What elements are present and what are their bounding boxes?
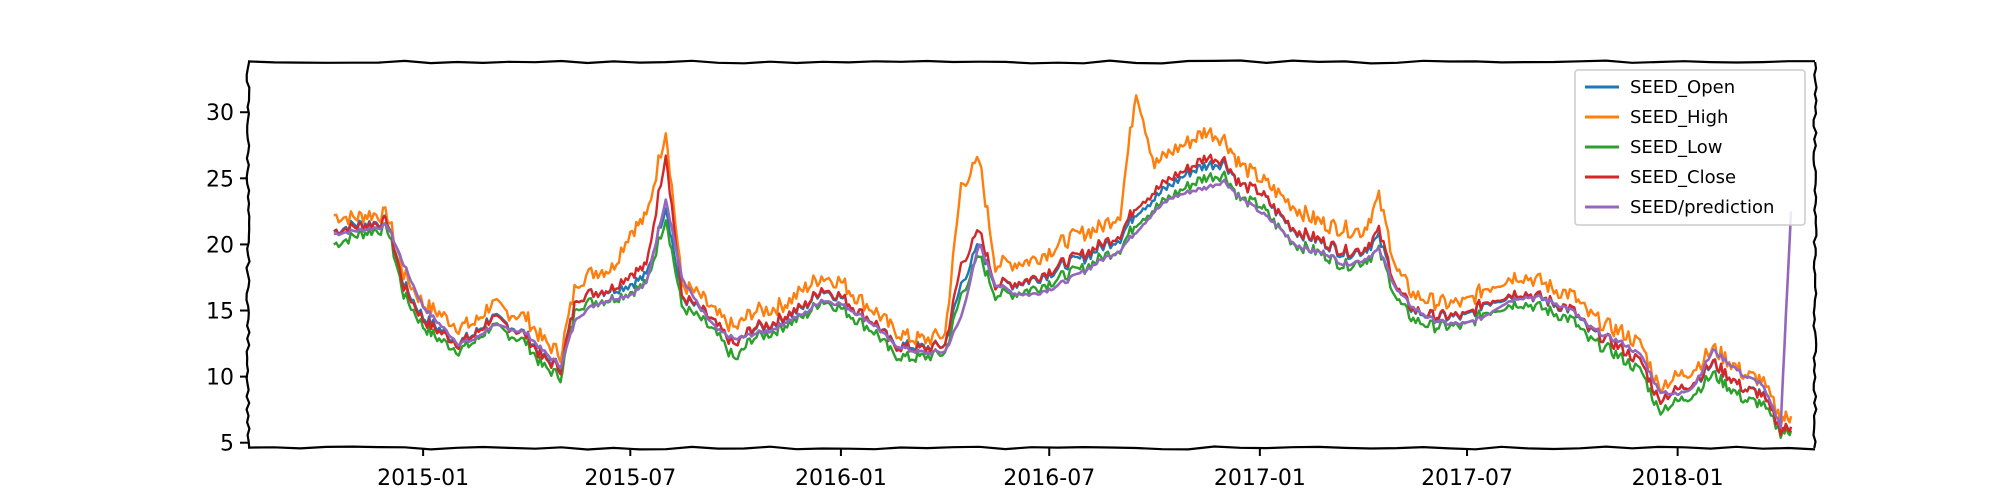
y-tick-label: 30 [206,101,234,126]
x-tick-label: 2016-07 [1003,466,1095,491]
plot-frame [245,59,1818,451]
legend-label: SEED_Close [1630,167,1736,188]
frame-top [247,59,1815,65]
y-tick-label: 5 [220,432,234,457]
y-tick-label: 25 [206,167,234,192]
legend-box [1574,69,1806,226]
y-tick-label: 20 [206,233,234,258]
series-line-seed-high [333,94,1793,428]
x-tick-label: 2018-01 [1632,466,1724,491]
legend-label: SEED/prediction [1630,197,1774,218]
series-line-seed-prediction [333,178,1793,430]
legend-label: SEED_High [1630,107,1728,128]
x-axis-ticks: 2015-01 2015-07 2016-01 2016-07 2017-01 2017-… [377,448,1724,491]
frame-left [245,61,251,449]
y-tick-label: 10 [206,366,234,391]
frame-right [1812,61,1818,449]
x-tick-label: 2015-07 [584,466,676,491]
x-tick-label: 2016-01 [795,466,887,491]
series-line-seed-low [333,170,1793,439]
series-layer [333,94,1793,439]
series-line-seed-close [333,153,1793,437]
series-line-seed-open [333,158,1793,437]
frame-bottom [247,445,1816,451]
legend: SEED_Open SEED_High SEED_Low SEED_Close SEED… [1574,69,1806,226]
y-tick-label: 15 [206,300,234,325]
x-tick-label: 2017-07 [1421,466,1513,491]
legend-label: SEED_Open [1630,77,1735,98]
y-axis-ticks: 5 10 15 20 25 30 [206,101,248,457]
legend-label: SEED_Low [1630,137,1722,158]
x-tick-label: 2017-01 [1214,466,1306,491]
x-tick-label: 2015-01 [377,466,469,491]
